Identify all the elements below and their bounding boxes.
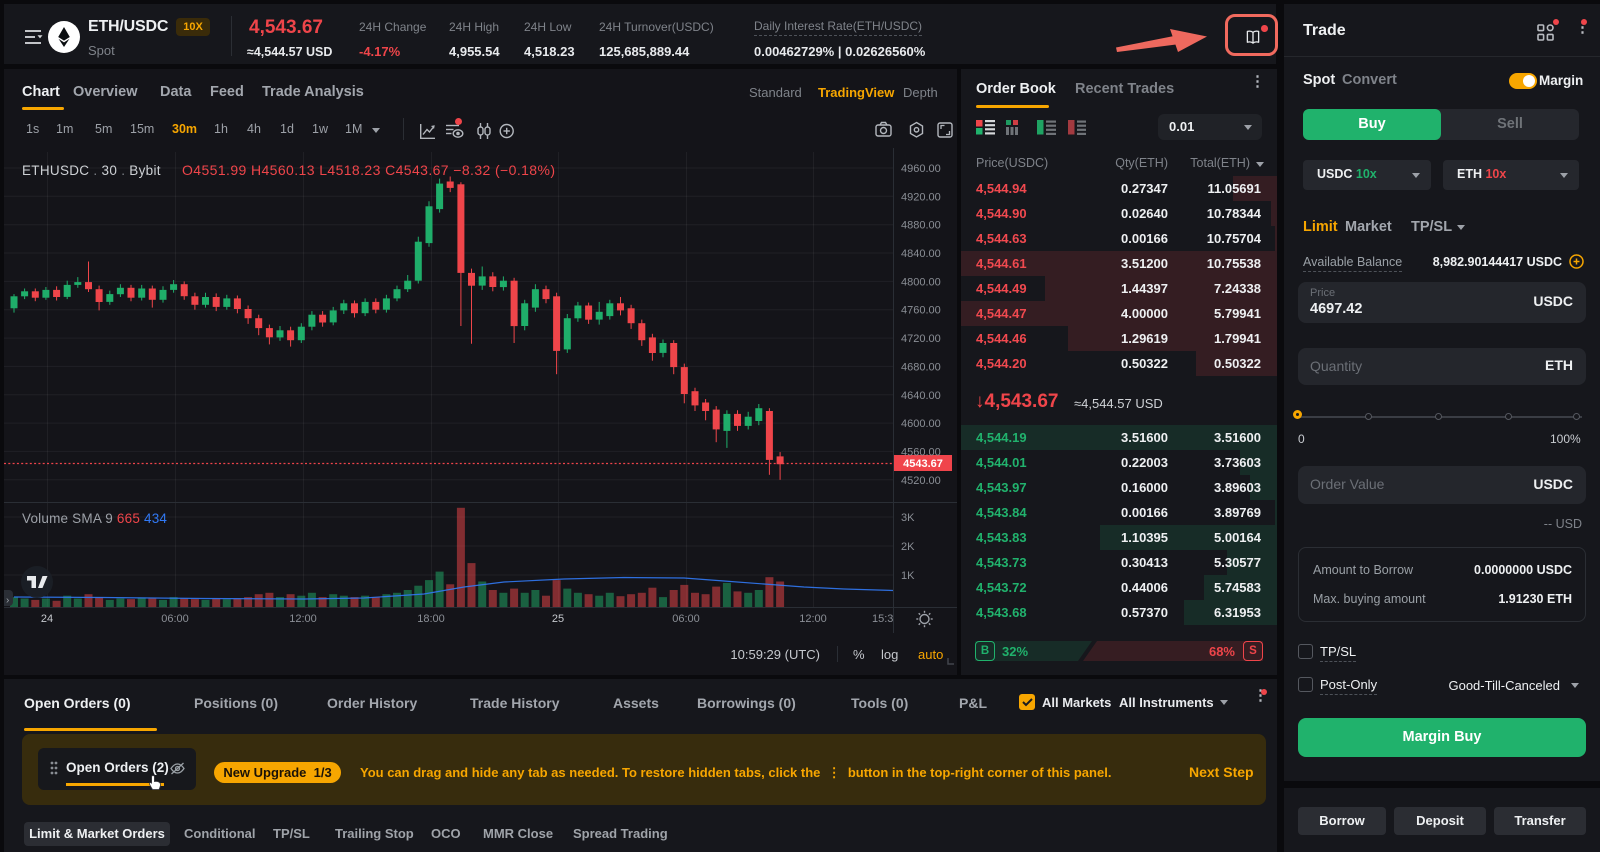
- svg-text:4600.00: 4600.00: [901, 418, 941, 430]
- svg-text:›: ›: [6, 595, 9, 606]
- svg-text:12:00: 12:00: [289, 613, 317, 625]
- svg-text:auto: auto: [918, 647, 943, 662]
- svg-text:4560.00: 4560.00: [901, 446, 941, 458]
- svg-text:4760.00: 4760.00: [901, 305, 941, 317]
- svg-text:4520.00: 4520.00: [901, 475, 941, 487]
- svg-text:4640.00: 4640.00: [901, 390, 941, 402]
- svg-text:1K: 1K: [901, 570, 915, 582]
- svg-text:18:00: 18:00: [417, 613, 445, 625]
- svg-text:ETHUSDC . 30 . Bybit: ETHUSDC . 30 . Bybit: [22, 163, 161, 178]
- svg-text:06:00: 06:00: [161, 613, 189, 625]
- svg-text:4880.00: 4880.00: [901, 220, 941, 232]
- svg-text:%: %: [853, 647, 865, 662]
- svg-text:4720.00: 4720.00: [901, 333, 941, 345]
- svg-text:25: 25: [552, 613, 564, 625]
- svg-text:06:00: 06:00: [672, 613, 700, 625]
- svg-text:3K: 3K: [901, 512, 915, 524]
- svg-text:4840.00: 4840.00: [901, 248, 941, 260]
- svg-text:10:59:29 (UTC): 10:59:29 (UTC): [730, 647, 820, 662]
- svg-text:24: 24: [41, 613, 53, 625]
- svg-text:15:3: 15:3: [872, 613, 893, 625]
- svg-text:log: log: [881, 647, 898, 662]
- svg-text:Volume SMA 9 665 434: Volume SMA 9 665 434: [22, 511, 167, 526]
- svg-text:2K: 2K: [901, 541, 915, 553]
- svg-text:4800.00: 4800.00: [901, 276, 941, 288]
- svg-text:4680.00: 4680.00: [901, 361, 941, 373]
- svg-text:4920.00: 4920.00: [901, 191, 941, 203]
- svg-text:O4551.99 H4560.13 L4518.23: O4551.99 H4560.13 L4518.23 C4543.67 −8.3…: [182, 162, 555, 178]
- svg-text:4543.67: 4543.67: [903, 458, 943, 470]
- svg-text:4960.00: 4960.00: [901, 163, 941, 175]
- svg-text:12:00: 12:00: [799, 613, 827, 625]
